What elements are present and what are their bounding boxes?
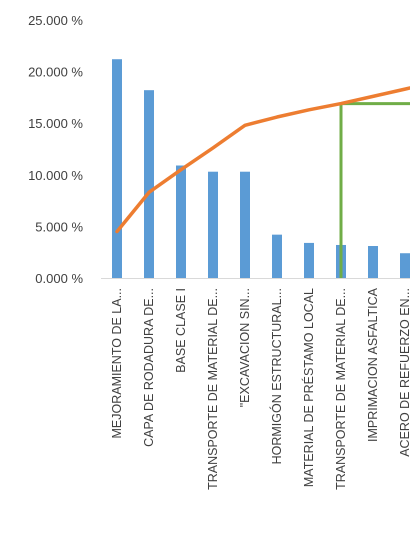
bar: [368, 246, 378, 278]
category-label: HORMIGÓN ESTRUCTURAL...: [269, 288, 284, 464]
category-label: CAPA DE RODADURA DE...: [142, 288, 156, 447]
y-tick-label: 0.000 %: [35, 271, 83, 286]
category-label: ACERO DE REFUERZO EN...: [398, 288, 410, 457]
category-label: "EXCAVACION SIN...: [238, 288, 252, 407]
category-labels: MEJORAMIENTO DE LA... CAPA DE RODADURA DE…: [110, 287, 410, 490]
y-tick-label: 25.000 %: [28, 13, 83, 28]
category-label: IMPRIMACION ASFALTICA: [366, 287, 380, 442]
bar: [304, 242, 314, 278]
bar: [176, 165, 186, 278]
y-tick-label: 15.000 %: [28, 116, 83, 131]
y-axis-tick-labels: 0.000 % 5.000 % 10.000 % 15.000 % 20.000 % 25…: [28, 13, 83, 286]
cumulative-line-series: [115, 86, 410, 234]
bar: [400, 253, 410, 278]
bar: [112, 59, 122, 278]
cumulative-line: [115, 86, 410, 234]
y-tick-label: 20.000 %: [28, 65, 83, 80]
y-tick-label: 10.000 %: [28, 168, 83, 183]
bar-series: [112, 59, 410, 279]
category-label: MATERIAL DE PRÉSTAMO LOCAL: [301, 288, 316, 487]
category-label: BASE CLASE I: [174, 288, 188, 373]
bar: [272, 234, 282, 278]
y-tick-label: 5.000 %: [35, 219, 83, 234]
category-label: TRANSPORTE DE MATERIAL DE...: [206, 288, 220, 490]
category-label: MEJORAMIENTO DE LA...: [110, 288, 124, 439]
bar: [240, 171, 250, 278]
category-label: TRANSPORTE DE MATERIAL DE...: [334, 288, 348, 490]
bar: [208, 171, 218, 278]
threshold-marker: [339, 102, 410, 278]
bar: [144, 90, 154, 279]
